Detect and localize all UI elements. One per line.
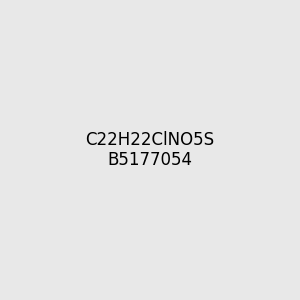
Text: C22H22ClNO5S
B5177054: C22H22ClNO5S B5177054 (85, 130, 214, 170)
